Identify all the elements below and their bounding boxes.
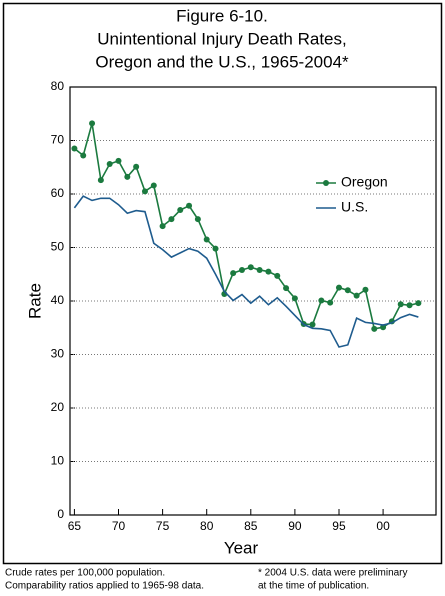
x-axis-label: Year	[224, 538, 259, 557]
data-point	[97, 177, 104, 184]
y-tick-label: 20	[51, 400, 65, 414]
legend-marker	[323, 180, 329, 186]
data-point	[168, 216, 175, 223]
series-line	[73, 123, 419, 330]
data-point	[89, 120, 96, 127]
data-point	[344, 287, 351, 294]
x-tick-label: 80	[200, 519, 214, 533]
y-tick-label: 50	[51, 240, 65, 254]
data-point	[238, 266, 245, 273]
data-point	[177, 207, 184, 214]
data-point	[212, 245, 219, 252]
y-axis-label: Rate	[25, 283, 44, 319]
legend-label: Oregon	[341, 174, 388, 190]
legend-label: U.S.	[341, 199, 368, 215]
data-point	[335, 284, 342, 291]
data-point	[353, 292, 360, 299]
x-tick-label: 70	[112, 519, 126, 533]
data-point	[274, 272, 281, 279]
data-point	[230, 270, 237, 277]
data-point	[371, 325, 378, 332]
data-point	[159, 223, 166, 230]
y-tick-label: 80	[51, 79, 65, 93]
x-tick-label: 00	[376, 519, 390, 533]
data-point	[124, 173, 131, 180]
data-point	[283, 285, 290, 292]
data-point	[291, 295, 298, 302]
chart-border	[2, 2, 443, 565]
data-point	[106, 161, 113, 168]
chart-title: Oregon and the U.S., 1965-2004*	[95, 52, 349, 71]
data-point	[141, 188, 148, 195]
x-tick-label: 95	[332, 519, 346, 533]
y-tick-label: 40	[51, 293, 65, 307]
data-point	[380, 324, 387, 331]
data-point	[265, 268, 272, 275]
y-tick-label: 0	[57, 507, 64, 521]
data-point	[415, 300, 422, 307]
data-point	[203, 236, 210, 243]
series-line	[73, 195, 419, 348]
data-point	[362, 286, 369, 293]
data-point	[327, 299, 334, 306]
data-point	[80, 152, 87, 159]
footnote: at the time of publication.	[258, 581, 369, 592]
data-point	[256, 266, 263, 273]
data-point	[397, 301, 404, 308]
data-point	[247, 264, 254, 271]
data-point	[194, 216, 201, 223]
chart-title: Figure 6-10.	[176, 6, 268, 25]
data-point	[309, 321, 316, 328]
data-point	[318, 297, 325, 304]
y-tick-label: 60	[51, 186, 65, 200]
plot-frame	[69, 86, 437, 516]
x-tick-label: 65	[68, 519, 82, 533]
data-point	[71, 145, 78, 152]
footnote: Crude rates per 100,000 population.	[5, 568, 165, 579]
data-point	[150, 182, 157, 189]
data-point	[186, 202, 193, 209]
footnote: * 2004 U.S. data were preliminary	[258, 568, 408, 579]
x-tick-label: 75	[156, 519, 170, 533]
chart-title: Unintentional Injury Death Rates,	[97, 29, 346, 48]
data-point	[133, 163, 140, 170]
y-tick-label: 30	[51, 347, 65, 361]
data-point	[406, 302, 413, 309]
x-tick-label: 85	[244, 519, 258, 533]
data-point	[115, 157, 122, 164]
x-tick-label: 90	[288, 519, 302, 533]
footnote: Comparability ratios applied to 1965-98 …	[5, 581, 204, 592]
y-tick-label: 10	[51, 454, 65, 468]
y-tick-label: 70	[51, 133, 65, 147]
